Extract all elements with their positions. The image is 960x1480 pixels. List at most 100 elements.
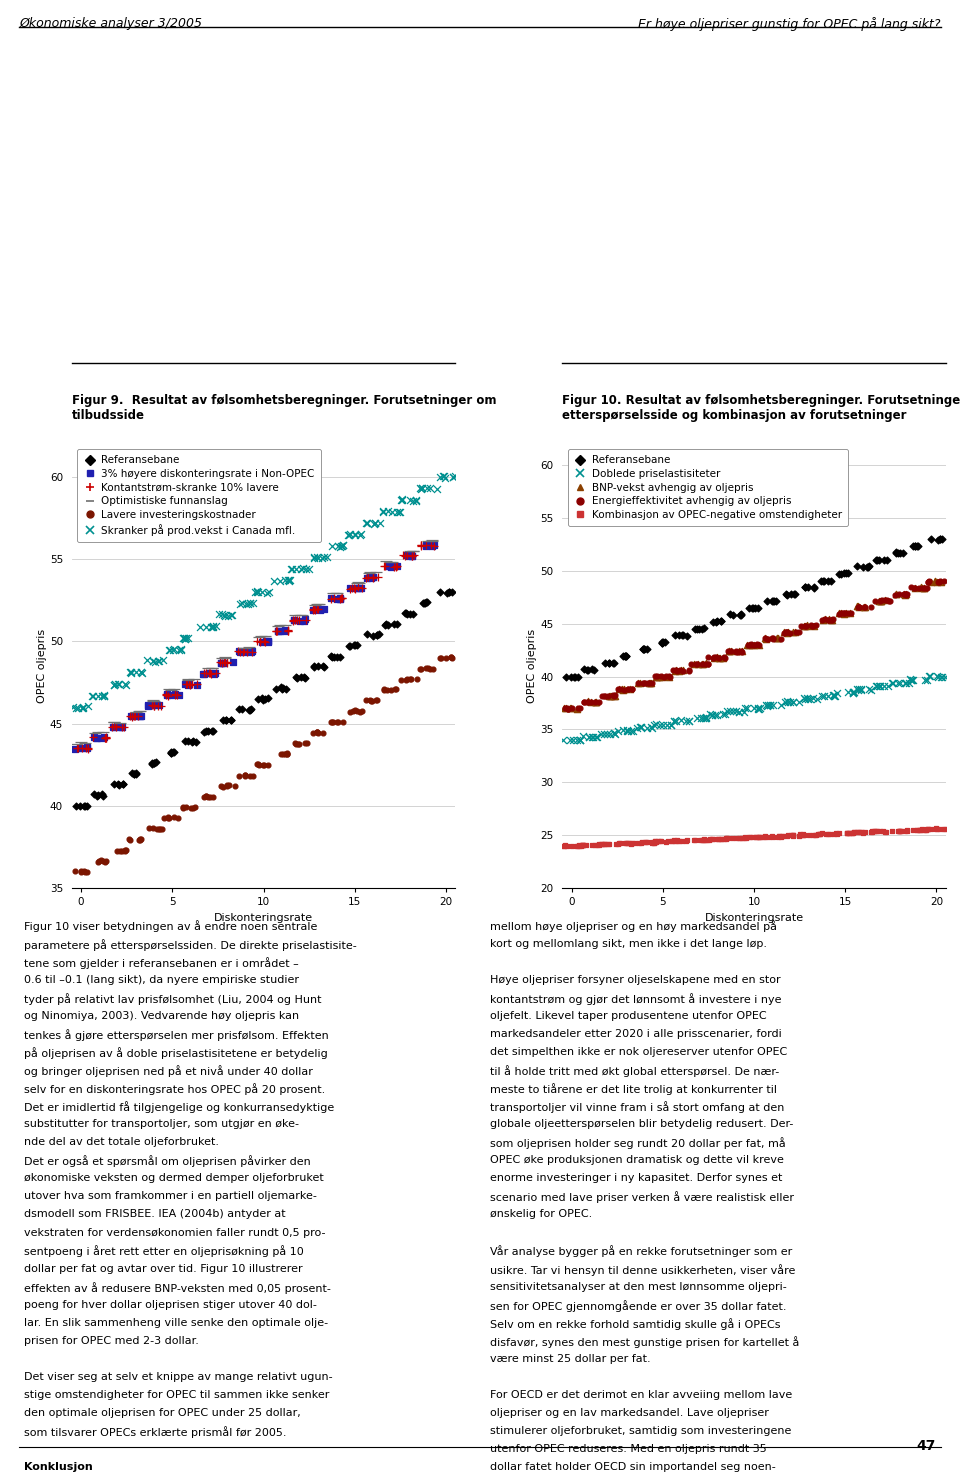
- Point: [350, 577, 366, 601]
- Point: [647, 713, 662, 737]
- Point: [779, 582, 794, 605]
- Point: [682, 659, 697, 682]
- Point: [181, 672, 197, 696]
- Point: [666, 829, 682, 852]
- Point: [239, 592, 254, 616]
- Point: [872, 589, 887, 613]
- Point: [176, 796, 191, 820]
- Point: [698, 651, 713, 675]
- Point: [70, 736, 85, 759]
- Text: markedsandeler etter 2020 i alle prisscenarier, fordi: markedsandeler etter 2020 i alle prissce…: [490, 1029, 781, 1039]
- Point: [68, 793, 84, 817]
- Point: [867, 820, 882, 844]
- Point: [127, 762, 142, 786]
- Point: [890, 542, 905, 565]
- Point: [256, 629, 272, 653]
- Point: [423, 534, 439, 558]
- Point: [879, 588, 895, 611]
- Point: [419, 591, 434, 614]
- Point: [407, 543, 422, 567]
- Point: [205, 616, 221, 639]
- Point: [333, 645, 348, 669]
- Point: [220, 774, 235, 798]
- Point: [129, 700, 144, 724]
- Point: [876, 675, 892, 699]
- Point: [707, 645, 722, 669]
- Point: [180, 626, 196, 650]
- Point: [572, 728, 588, 752]
- Point: [691, 617, 707, 641]
- Point: [215, 709, 230, 733]
- Point: [269, 676, 284, 700]
- Point: [557, 833, 572, 857]
- Point: [932, 817, 948, 841]
- Point: [654, 665, 669, 688]
- Point: [107, 715, 122, 739]
- Point: [402, 543, 418, 567]
- Point: [828, 821, 844, 845]
- Point: [615, 718, 631, 741]
- Point: [654, 630, 669, 654]
- Point: [146, 750, 161, 774]
- Point: [364, 565, 379, 589]
- Point: [657, 630, 672, 654]
- Point: [780, 620, 795, 644]
- Point: [821, 608, 836, 632]
- Point: [905, 818, 921, 842]
- Point: [214, 602, 229, 626]
- Point: [396, 545, 412, 568]
- Point: [178, 730, 193, 753]
- Point: [785, 823, 801, 847]
- Point: [139, 648, 155, 672]
- Point: [112, 839, 128, 863]
- Point: [713, 610, 729, 633]
- Point: [575, 725, 590, 749]
- Point: [432, 465, 447, 488]
- Point: [797, 687, 812, 710]
- Point: [718, 826, 733, 850]
- Point: [277, 613, 293, 636]
- Point: [666, 709, 682, 733]
- Point: [759, 694, 775, 718]
- Point: [786, 582, 802, 605]
- Point: [679, 829, 694, 852]
- Point: [850, 820, 865, 844]
- Point: [818, 823, 833, 847]
- Point: [929, 570, 945, 593]
- Point: [257, 629, 273, 653]
- Y-axis label: OPEC oljepris: OPEC oljepris: [527, 629, 538, 703]
- Point: [73, 731, 88, 755]
- Point: [208, 614, 224, 638]
- Point: [567, 665, 583, 688]
- Point: [652, 665, 667, 688]
- Point: [278, 676, 294, 700]
- Point: [252, 625, 267, 648]
- Point: [163, 740, 179, 764]
- Point: [694, 706, 709, 730]
- Point: [690, 653, 706, 676]
- Point: [218, 647, 233, 670]
- Point: [328, 582, 344, 605]
- Point: [314, 598, 329, 622]
- Point: [918, 667, 933, 691]
- Point: [804, 687, 820, 710]
- Point: [826, 684, 841, 707]
- Point: [215, 651, 230, 675]
- Point: [618, 830, 634, 854]
- Point: [160, 807, 176, 830]
- Point: [696, 617, 711, 641]
- Point: [365, 565, 380, 589]
- Point: [292, 731, 307, 755]
- Point: [757, 824, 773, 848]
- Point: [875, 818, 890, 842]
- Point: [774, 824, 789, 848]
- Point: [785, 690, 801, 713]
- Point: [845, 681, 860, 704]
- Point: [921, 817, 936, 841]
- Point: [323, 644, 338, 667]
- Point: [840, 681, 855, 704]
- Point: [853, 678, 869, 702]
- Point: [667, 659, 683, 682]
- Point: [364, 690, 379, 713]
- Point: [708, 827, 724, 851]
